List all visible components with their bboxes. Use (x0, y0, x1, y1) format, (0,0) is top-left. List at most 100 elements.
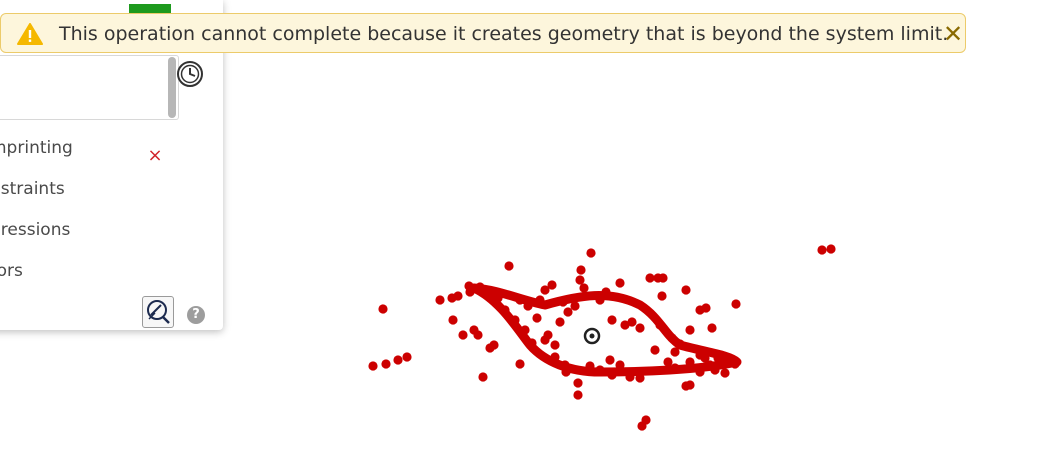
sketch-point[interactable] (368, 361, 378, 371)
clock-icon[interactable] (176, 60, 204, 88)
sketch-point[interactable] (720, 368, 730, 378)
sketch-point[interactable] (520, 325, 530, 335)
sketch-point[interactable] (655, 320, 665, 330)
sketch-point[interactable] (473, 330, 483, 340)
sketch-point[interactable] (448, 315, 458, 325)
warning-banner: This operation cannot complete because i… (0, 13, 966, 53)
sketch-point[interactable] (550, 352, 560, 362)
origin-marker-icon[interactable] (583, 327, 601, 345)
sketch-point[interactable] (540, 285, 550, 295)
sketch-point[interactable] (605, 355, 615, 365)
sketch-point[interactable] (635, 323, 645, 333)
sketch-point[interactable] (635, 373, 645, 383)
sketch-point[interactable] (607, 315, 617, 325)
sketch-point[interactable] (500, 305, 510, 315)
sketch-point[interactable] (381, 359, 391, 369)
list-item-constraints[interactable]: nstraints (0, 179, 65, 199)
sketch-point[interactable] (595, 365, 605, 375)
sketch-point[interactable] (701, 303, 711, 313)
sketch-point[interactable] (645, 273, 655, 283)
help-icon[interactable]: ? (187, 306, 205, 324)
sketch-point[interactable] (601, 287, 611, 297)
sketch-point[interactable] (681, 285, 691, 295)
sketch-point[interactable] (637, 421, 647, 431)
sketch-point[interactable] (547, 280, 557, 290)
sketch-point[interactable] (478, 372, 488, 382)
sketch-point[interactable] (561, 367, 571, 377)
sketch-point[interactable] (670, 363, 680, 373)
list-item-errors[interactable]: rors (0, 261, 23, 281)
sketch-point[interactable] (595, 295, 605, 305)
sketch-point[interactable] (570, 301, 580, 311)
sketch-point[interactable] (670, 347, 680, 357)
sketch-point[interactable] (685, 357, 695, 367)
sketch-point[interactable] (576, 265, 586, 275)
sketch-point[interactable] (515, 295, 525, 305)
sketch-point[interactable] (535, 295, 545, 305)
close-icon[interactable]: ✕ (942, 20, 964, 48)
sketch-point[interactable] (667, 333, 677, 343)
sketch-point[interactable] (458, 330, 468, 340)
sketch-point[interactable] (585, 361, 595, 371)
sketch-points[interactable] (368, 244, 836, 431)
sketch-point[interactable] (575, 275, 585, 285)
sketch-point[interactable] (558, 297, 568, 307)
sketch-point[interactable] (650, 345, 660, 355)
sketch-point[interactable] (685, 325, 695, 335)
sketch-point[interactable] (826, 244, 836, 254)
sketch-point[interactable] (393, 355, 403, 365)
sketch-point[interactable] (523, 301, 533, 311)
selection-field[interactable]: × (0, 55, 179, 165)
selection-scrollbar[interactable] (168, 57, 176, 118)
sketch-point[interactable] (627, 317, 637, 327)
sketch-point[interactable] (378, 304, 388, 314)
sketch-point[interactable] (710, 365, 720, 375)
sketch-point[interactable] (817, 245, 827, 255)
sketch-point[interactable] (700, 353, 710, 363)
sketch-point[interactable] (685, 380, 695, 390)
sketch-point[interactable] (579, 283, 589, 293)
sketch-point[interactable] (465, 287, 475, 297)
sketch-point[interactable] (555, 317, 565, 327)
sketch-point[interactable] (675, 339, 685, 349)
sketch-point[interactable] (625, 372, 635, 382)
sketch-point[interactable] (515, 359, 525, 369)
sketch-point[interactable] (723, 355, 733, 365)
sketch-point[interactable] (493, 293, 503, 303)
sketch-point[interactable] (563, 307, 573, 317)
sketch-point[interactable] (607, 370, 617, 380)
sketch-point[interactable] (663, 357, 673, 367)
sketch-point[interactable] (586, 248, 596, 258)
sketch-point[interactable] (485, 287, 495, 297)
sketch-point[interactable] (731, 299, 741, 309)
sketch-point[interactable] (573, 390, 583, 400)
sketch-point[interactable] (615, 360, 625, 370)
sketch-point[interactable] (543, 330, 553, 340)
sketch-point[interactable] (504, 261, 514, 271)
sketch-point[interactable] (560, 360, 570, 370)
sketch-point[interactable] (402, 352, 412, 362)
sketch-point[interactable] (550, 340, 560, 350)
sketch-point[interactable] (658, 273, 668, 283)
sketch-point[interactable] (475, 282, 485, 292)
inspect-button[interactable] (142, 296, 174, 328)
sketch-point[interactable] (453, 291, 463, 301)
clear-selection-icon[interactable]: × (147, 145, 163, 166)
sketch-point[interactable] (713, 353, 723, 363)
warning-message: This operation cannot complete because i… (59, 23, 949, 45)
sketch-point[interactable] (615, 278, 625, 288)
sketch-point[interactable] (657, 291, 667, 301)
sketch-point[interactable] (573, 378, 583, 388)
list-item-imprinting[interactable]: mprinting (0, 138, 73, 158)
sketch-point[interactable] (510, 315, 520, 325)
sketch-point[interactable] (730, 359, 740, 369)
sketch-point[interactable] (707, 323, 717, 333)
list-item-expressions[interactable]: pressions (0, 220, 71, 240)
sketch-point[interactable] (532, 313, 542, 323)
sketch-point[interactable] (620, 320, 630, 330)
sketch-point[interactable] (489, 340, 499, 350)
sketch-point[interactable] (695, 367, 705, 377)
sketch-point[interactable] (527, 338, 537, 348)
sketch-point[interactable] (435, 295, 445, 305)
